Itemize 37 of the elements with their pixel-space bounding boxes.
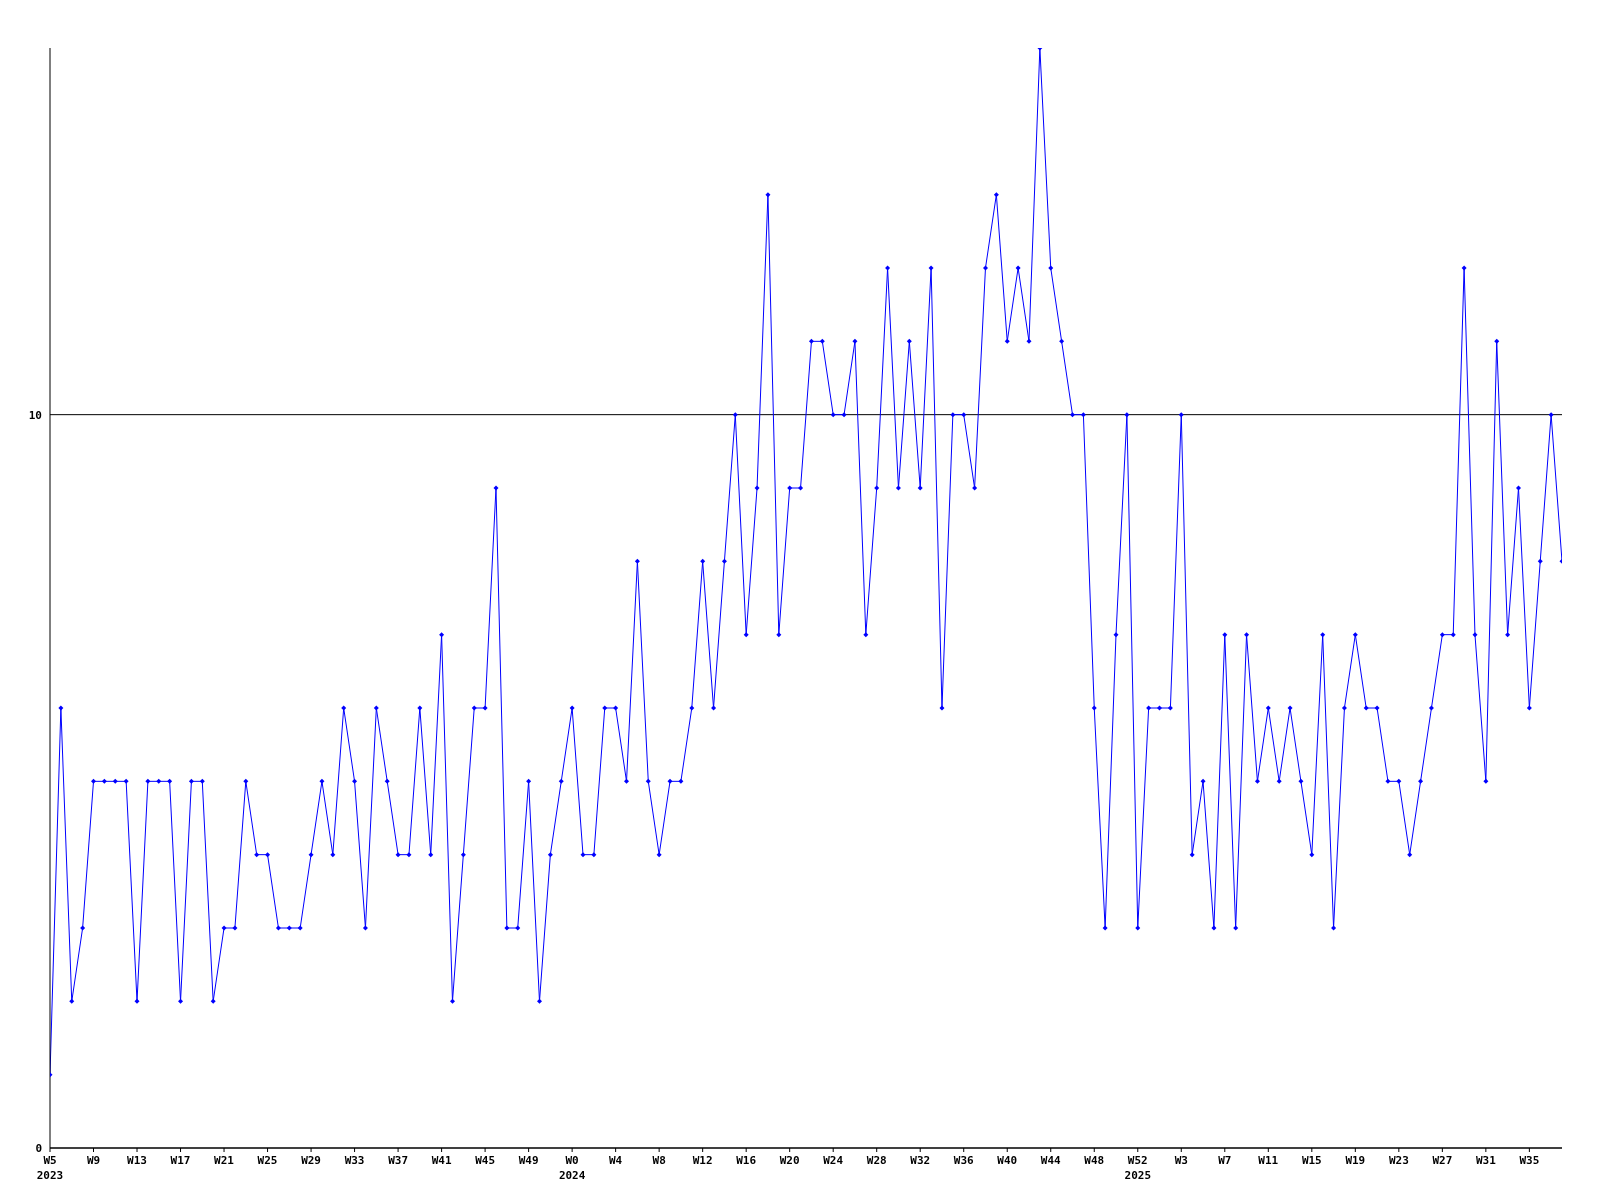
x-tick-label: W32 <box>910 1154 931 1167</box>
x-tick-label: W3 <box>1174 1154 1188 1167</box>
x-tick-label: W15 <box>1301 1154 1322 1167</box>
x-tick-label: W48 <box>1084 1154 1105 1167</box>
x-tick-label: W4 <box>609 1154 623 1167</box>
x-tick-label: W0 2024 <box>558 1154 586 1182</box>
x-tick-label: W41 <box>431 1154 452 1167</box>
x-tick-label: W40 <box>997 1154 1018 1167</box>
x-tick-label: W12 <box>692 1154 713 1167</box>
x-tick-label: W45 <box>475 1154 496 1167</box>
x-tick-label: W27 <box>1432 1154 1453 1167</box>
x-tick-label: W52 2025 <box>1124 1154 1152 1182</box>
x-tick-label: W36 <box>953 1154 975 1167</box>
x-tick-label: W28 <box>866 1154 887 1167</box>
x-tick-label: W25 <box>257 1154 278 1167</box>
x-tick-label: W17 <box>170 1154 191 1167</box>
x-tick-label: W37 <box>388 1154 409 1167</box>
x-tick-label: W49 <box>518 1154 539 1167</box>
x-tick-label: W44 <box>1040 1154 1062 1167</box>
x-tick-label: W8 <box>652 1154 666 1167</box>
x-tick-label: W16 <box>736 1154 757 1167</box>
x-tick-label: W35 <box>1519 1154 1540 1167</box>
x-tick-label: W23 <box>1388 1154 1409 1167</box>
x-tick-label: W7 <box>1218 1154 1232 1167</box>
x-tick-label: W29 <box>301 1154 321 1167</box>
x-tick-label: W9 <box>86 1154 101 1167</box>
x-tick-label: W13 <box>127 1154 147 1167</box>
x-tick-label: W19 <box>1345 1154 1366 1167</box>
x-tick-label: W5 2023 <box>36 1154 64 1182</box>
y-tick-label: 10 <box>28 408 42 422</box>
y-tick-label: 0 <box>35 1141 42 1155</box>
x-tick-label: W11 <box>1258 1154 1279 1167</box>
x-tick-label: W21 <box>214 1154 235 1167</box>
x-tick-label: W31 <box>1475 1154 1497 1167</box>
x-tick-label: W24 <box>823 1154 844 1167</box>
x-tick-label: W20 <box>779 1154 800 1167</box>
x-tick-label: W33 <box>344 1154 365 1167</box>
